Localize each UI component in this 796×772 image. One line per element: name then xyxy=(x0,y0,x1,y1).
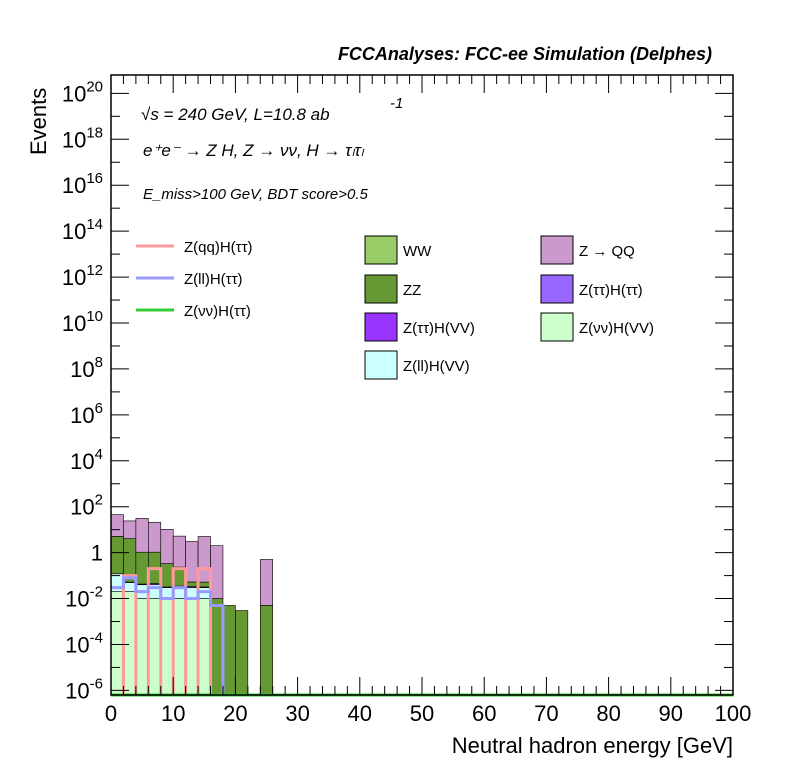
legend-box-label: Z → QQ xyxy=(579,243,635,260)
y-tick-label: 106 xyxy=(70,400,103,428)
x-tick-label: 50 xyxy=(410,701,434,726)
x-tick-label: 30 xyxy=(285,701,309,726)
y-tick-label: 10-6 xyxy=(65,675,103,703)
legend-box-swatch xyxy=(364,235,398,265)
legend-box-swatch xyxy=(364,350,398,380)
x-tick-label: 80 xyxy=(596,701,620,726)
histogram-bar xyxy=(148,521,162,553)
histogram-bar xyxy=(172,535,186,568)
histogram-bar xyxy=(110,591,124,696)
y-tick-label: 108 xyxy=(70,354,103,382)
x-tick-label: 10 xyxy=(161,701,185,726)
legend-box-swatch xyxy=(540,312,574,342)
x-tick-label: 0 xyxy=(105,701,117,726)
histogram-bar xyxy=(185,587,199,599)
histogram-bar xyxy=(210,598,224,696)
histogram-bar xyxy=(135,518,149,553)
y-tick-label: 10-4 xyxy=(65,629,103,657)
histogram-bar xyxy=(123,582,137,592)
legend-box-label: Z(ττ)H(VV) xyxy=(403,320,475,337)
histogram-bar xyxy=(185,541,199,583)
histogram-bar xyxy=(210,545,224,599)
histogram-bar xyxy=(160,563,174,588)
y-tick-label: 1014 xyxy=(62,216,103,244)
legend-box-swatch xyxy=(540,274,574,304)
chart-header: FCCAnalyses: FCC-ee Simulation (Delphes) xyxy=(338,44,712,64)
histogram-bar xyxy=(185,581,199,587)
histogram-bar xyxy=(222,605,236,696)
histogram-bar xyxy=(197,598,211,696)
histogram-bar xyxy=(259,559,274,606)
histogram-bar xyxy=(235,610,249,696)
histogram-bar xyxy=(160,598,174,696)
legend-box-label: WW xyxy=(403,243,432,260)
y-tick-label: 1018 xyxy=(62,124,103,152)
histogram-bar xyxy=(135,551,149,585)
legend-line-label: Z(ll)H(ττ) xyxy=(184,271,243,288)
histogram-bar xyxy=(123,591,137,696)
x-tick-label: 40 xyxy=(348,701,372,726)
histogram-bar xyxy=(110,536,124,575)
legend-line-label: Z(qq)H(ττ) xyxy=(184,239,253,256)
axis-ticks: 0 10 20 30 40 50 60 70 80 90 10010-610-410-2110210… xyxy=(62,75,752,726)
histogram-bar xyxy=(148,598,162,696)
y-tick-label: 1012 xyxy=(62,262,103,290)
sqrt-s-label: √s = 240 GeV, L=10.8 ab xyxy=(141,105,330,124)
x-tick-label: 60 xyxy=(472,701,496,726)
y-tick-label: 1016 xyxy=(62,170,103,198)
histogram-bar xyxy=(197,536,211,583)
process-label: e⁺e⁻ → Z H, Z → νν, H → τₗτₗ xyxy=(143,141,365,160)
y-tick-label: 102 xyxy=(70,492,103,520)
legend-box-label: Z(νν)H(VV) xyxy=(579,320,654,337)
histogram-bar xyxy=(172,598,186,696)
histogram-bar xyxy=(160,529,174,564)
x-tick-label: 20 xyxy=(223,701,247,726)
y-tick-label: 1020 xyxy=(62,78,103,106)
legend-box-swatch xyxy=(364,274,398,304)
legend-box-label: Z(ll)H(VV) xyxy=(403,358,470,375)
legend-box-swatch xyxy=(540,235,574,265)
histogram-bar xyxy=(135,598,149,696)
y-tick-label: 1010 xyxy=(62,308,103,336)
histogram-bar xyxy=(160,587,174,599)
histogram-bar xyxy=(185,598,199,696)
y-tick-label: 1 xyxy=(91,541,103,566)
legend-box-swatch xyxy=(364,312,398,342)
y-tick-label: 10-2 xyxy=(65,584,103,612)
histogram-bar xyxy=(259,605,274,696)
selection-label: E_miss>100 GeV, BDT score>0.5 xyxy=(143,186,368,203)
x-tick-label: 90 xyxy=(659,701,683,726)
histogram-bar xyxy=(110,514,124,537)
x-axis-title: Neutral hadron energy [GeV] xyxy=(452,733,733,758)
histogram-bar xyxy=(197,581,211,588)
x-tick-label: 70 xyxy=(534,701,558,726)
x-tick-label: 100 xyxy=(715,701,752,726)
legend-box-label: Z(ττ)H(ττ) xyxy=(579,282,643,299)
histogram-bar xyxy=(123,520,137,539)
y-tick-label: 104 xyxy=(70,446,103,474)
y-axis-title: Events xyxy=(26,88,51,155)
legend-line-label: Z(νν)H(ττ) xyxy=(184,303,251,320)
histogram-bar xyxy=(172,587,186,599)
legend-box-label: ZZ xyxy=(403,282,421,299)
lumi-exponent: -1 xyxy=(390,95,403,112)
legend: Z(qq)H(ττ) Z(ll)H(ττ) Z(νν)H(ττ) WW Z → QQ ZZ… xyxy=(136,235,654,380)
